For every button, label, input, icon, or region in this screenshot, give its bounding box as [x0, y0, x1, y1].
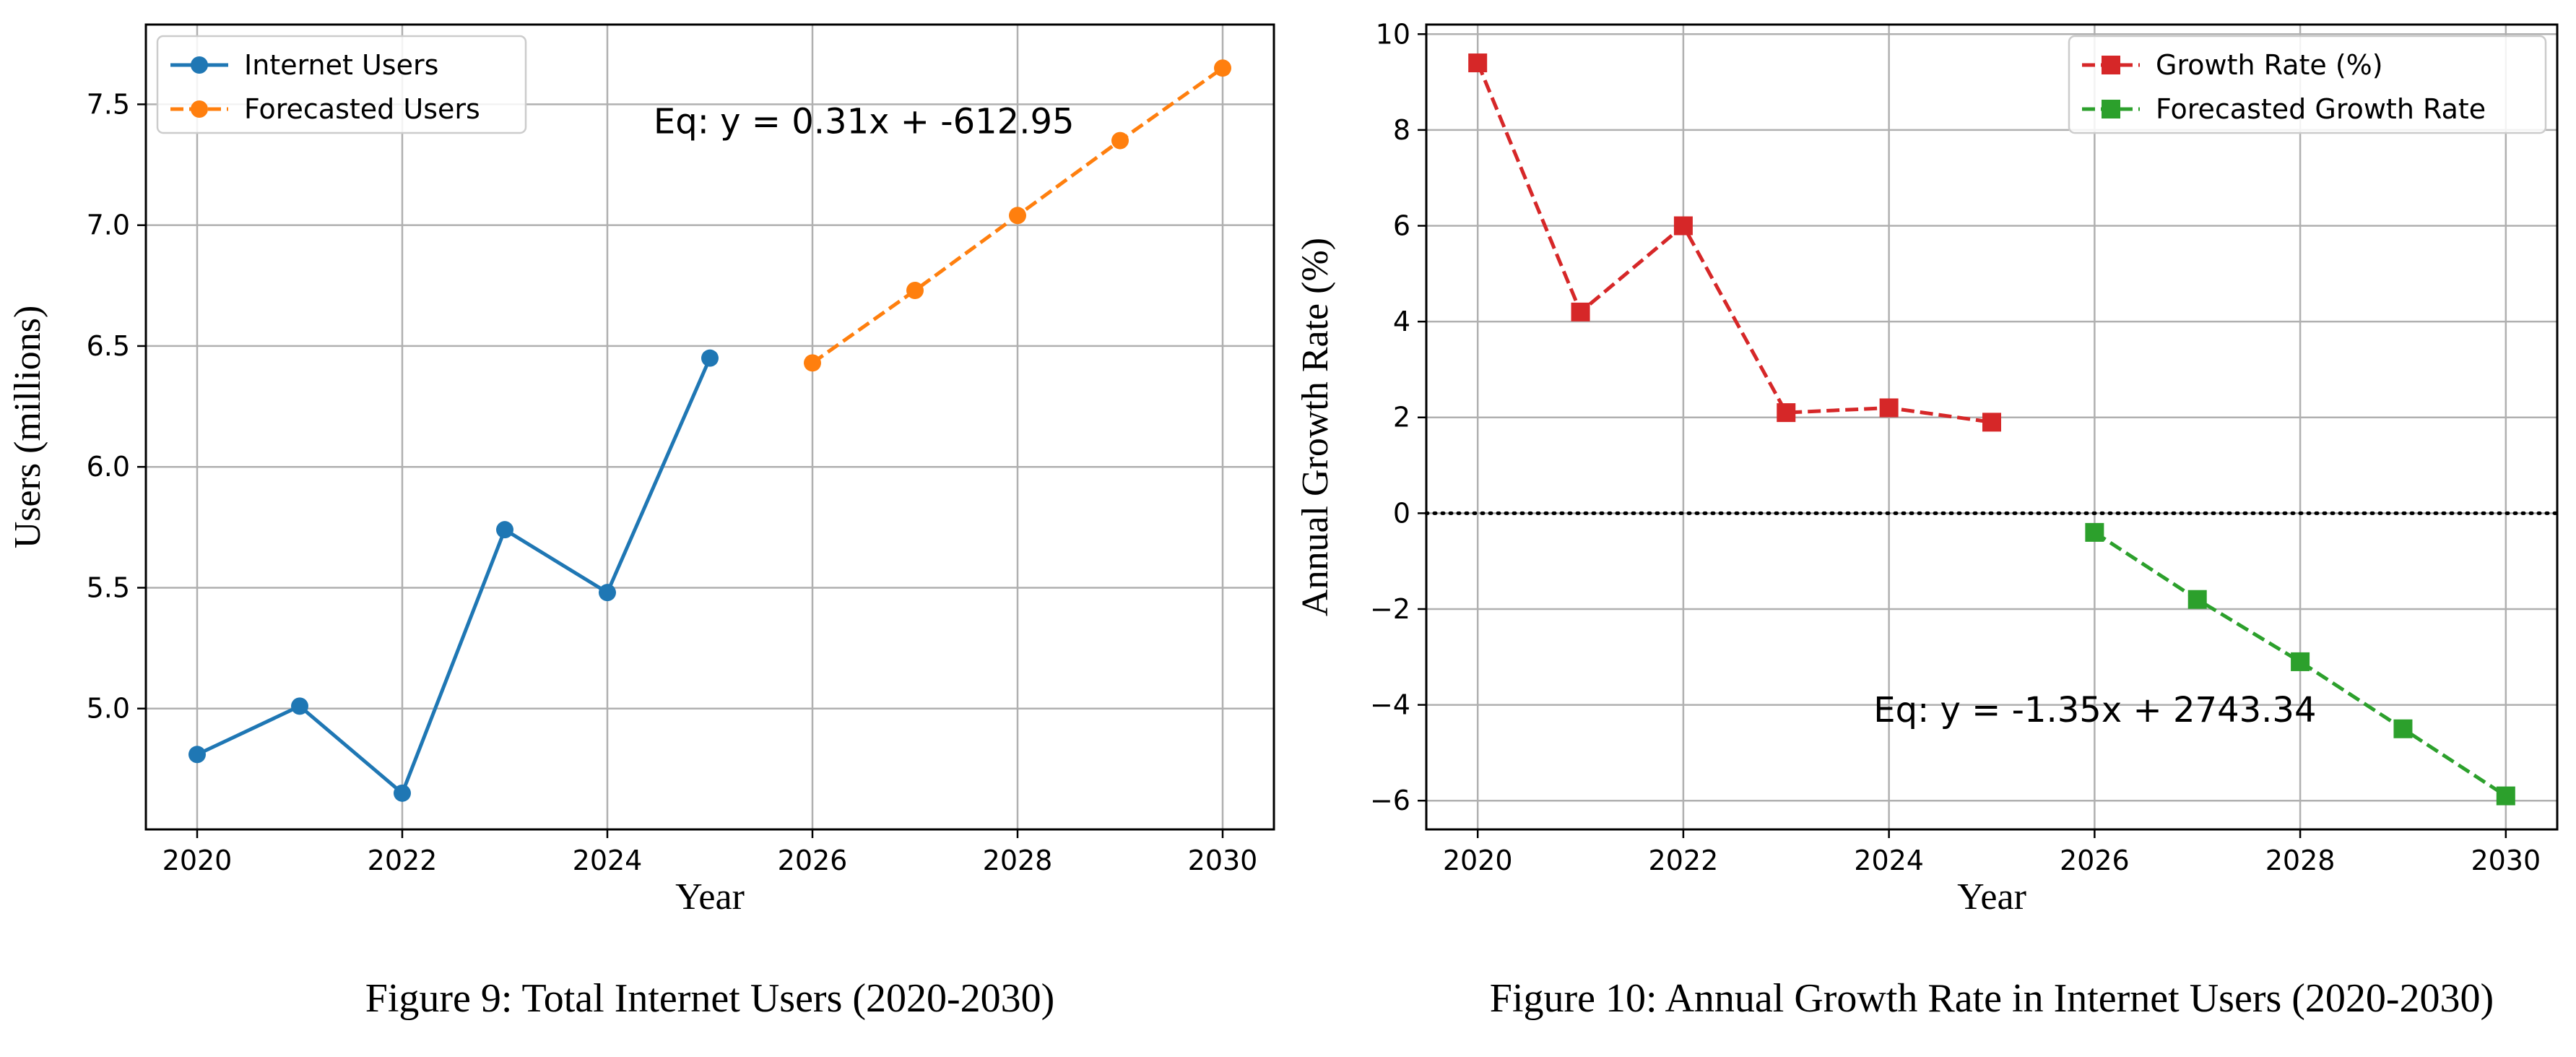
- y-tick-label: 6: [1393, 210, 1410, 242]
- x-tick-label: 2020: [1443, 845, 1513, 876]
- x-tick-label: 2026: [2060, 845, 2130, 876]
- x-tick-label: 2022: [368, 845, 438, 876]
- grid-lines: [146, 25, 1274, 829]
- x-tick-label: 2026: [778, 845, 848, 876]
- y-axis-label: Annual Growth Rate (%): [1295, 238, 1336, 616]
- x-axis-label: Year: [675, 876, 745, 918]
- legend-label: Forecasted Growth Rate: [2156, 93, 2486, 125]
- data-point: [2496, 786, 2515, 806]
- y-tick-label: 6.5: [87, 330, 130, 362]
- y-tick-label: −2: [1370, 593, 1410, 625]
- data-point: [291, 697, 308, 715]
- x-tick-label: 2030: [1188, 845, 1258, 876]
- series-forecasted-users: [804, 59, 1231, 372]
- data-point: [1214, 59, 1231, 77]
- y-tick-label: 2: [1393, 402, 1410, 433]
- x-tick-label: 2028: [2265, 845, 2336, 876]
- legend: Growth Rate (%) Forecasted Growth Rate: [2068, 35, 2547, 134]
- legend-swatch-marker: [191, 56, 208, 74]
- equation-annotation: Eq: y = 0.31x + -612.95: [654, 102, 1075, 142]
- series-line: [196, 357, 712, 795]
- data-point: [394, 784, 411, 802]
- data-point: [1571, 302, 1590, 322]
- series-forecasted-growth-rate: [2085, 522, 2515, 806]
- y-tick-label: 6.0: [87, 451, 130, 483]
- y-tick-label: −4: [1370, 689, 1410, 721]
- legend: Internet Users Forecasted Users: [156, 35, 527, 134]
- legend-box: [156, 35, 527, 134]
- data-point: [1111, 131, 1129, 150]
- y-tick-label: 4: [1393, 306, 1410, 337]
- y-tick-label: 5.0: [87, 693, 130, 725]
- legend-swatch-marker: [191, 100, 208, 118]
- series-internet-users: [188, 349, 719, 802]
- data-point: [2187, 590, 2207, 609]
- y-tick-label: 5.5: [87, 571, 130, 603]
- legend-swatch-marker: [2102, 56, 2120, 74]
- y-axis-label: Users (millions): [7, 306, 48, 549]
- data-point: [906, 281, 924, 299]
- equation-annotation: Eq: y = -1.35x + 2743.34: [1873, 690, 2316, 730]
- chart-total-internet-users: 2020 2022 2024 2026 2028 2030 5.0 5.5 6.0 6.5 7.0 7…: [7, 23, 1275, 1021]
- chart-annual-growth-rate: 2020 2022 2024 2026 2028 2030 −6 −4 −2 0 2 4 6 8 10 Eq:…: [1295, 18, 2559, 1021]
- data-point: [496, 521, 513, 539]
- legend-label: Growth Rate (%): [2156, 49, 2383, 81]
- plot-frame: [144, 23, 1275, 831]
- x-tick-label: 2030: [2471, 845, 2541, 876]
- x-tick-label: 2022: [1649, 845, 1719, 876]
- plot-frame: [1425, 23, 2559, 831]
- data-point: [599, 584, 616, 602]
- data-point: [1009, 207, 1026, 225]
- data-point: [804, 354, 821, 372]
- series-growth-rate: [1468, 53, 2001, 432]
- y-tick-label: 7.5: [87, 88, 130, 120]
- data-point: [2291, 652, 2310, 671]
- x-axis-label: Year: [1957, 876, 2026, 918]
- data-point: [1777, 403, 1796, 423]
- data-point: [1982, 413, 2001, 432]
- data-point: [701, 349, 719, 367]
- data-point: [2085, 522, 2104, 542]
- series-line: [1475, 62, 1992, 424]
- legend-swatch-marker: [2102, 100, 2120, 118]
- data-point: [1673, 216, 1693, 236]
- legend-label: Forecasted Users: [244, 93, 480, 125]
- y-tick-label: 8: [1393, 114, 1410, 146]
- figure-caption: Figure 9: Total Internet Users (2020-203…: [365, 976, 1055, 1021]
- data-point: [2393, 719, 2413, 738]
- x-tick-label: 2020: [162, 845, 233, 876]
- x-tick-label: 2028: [983, 845, 1053, 876]
- figure-caption: Figure 10: Annual Growth Rate in Interne…: [1490, 976, 2494, 1021]
- x-tick-label: 2024: [573, 845, 643, 876]
- legend-label: Internet Users: [244, 49, 438, 81]
- data-point: [1468, 53, 1488, 73]
- legend-box: [2068, 35, 2547, 134]
- y-tick-label: 7.0: [87, 210, 130, 241]
- data-point: [188, 746, 206, 764]
- y-tick-label: 0: [1393, 497, 1410, 529]
- y-tick-label: −6: [1370, 785, 1410, 816]
- x-tick-label: 2024: [1854, 845, 1924, 876]
- y-tick-label: 10: [1376, 18, 1410, 50]
- series-line: [2093, 530, 2507, 798]
- data-point: [1879, 398, 1899, 418]
